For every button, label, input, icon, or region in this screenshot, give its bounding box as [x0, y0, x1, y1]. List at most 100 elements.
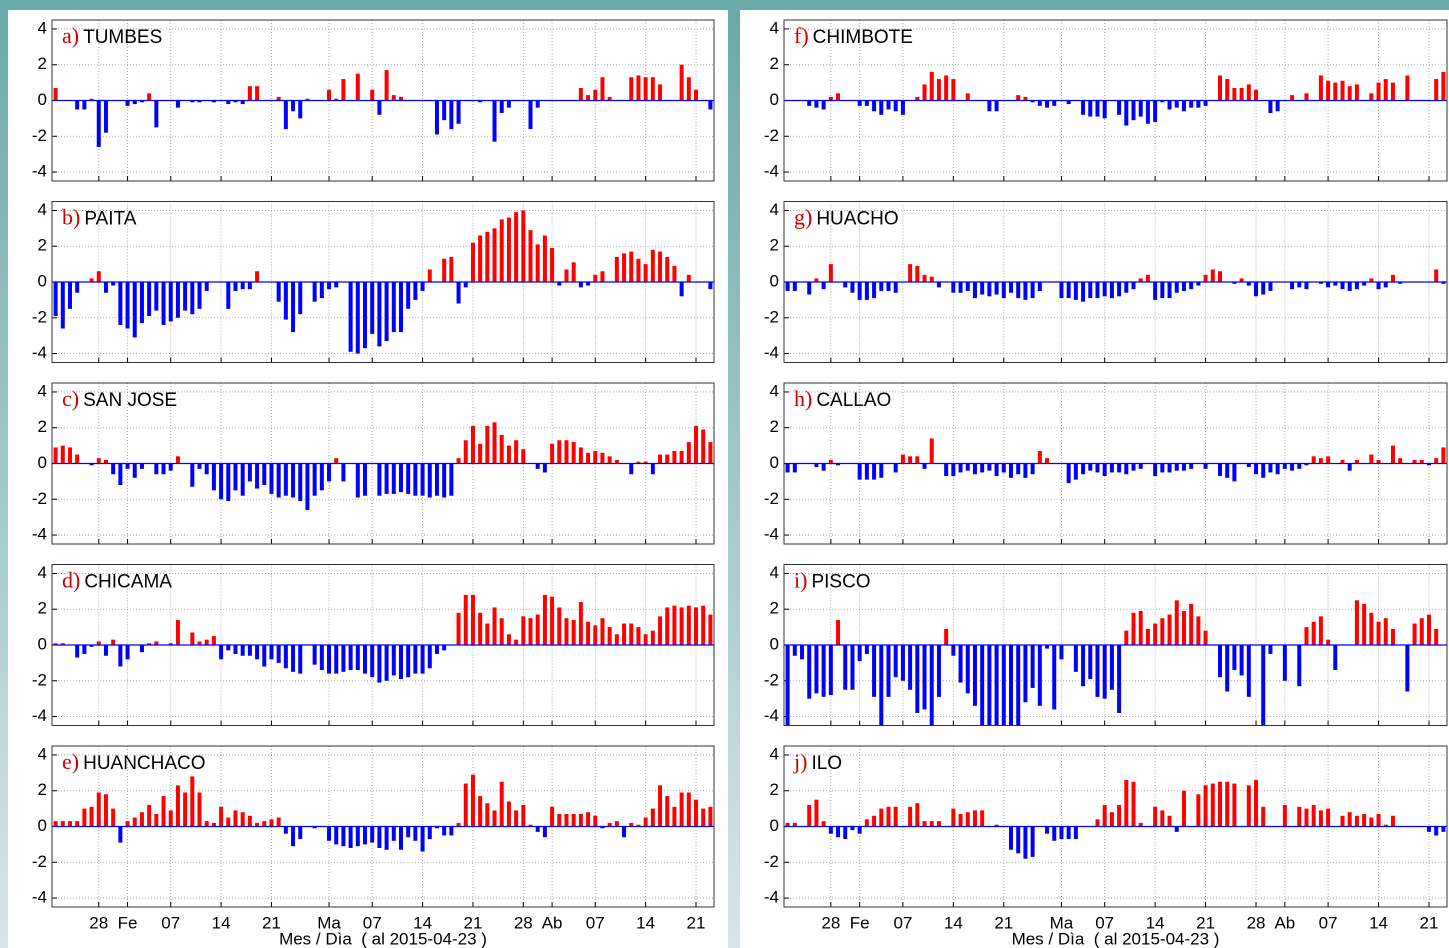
bar: [658, 616, 663, 645]
bar: [1167, 463, 1172, 473]
bar: [355, 73, 360, 101]
bar: [463, 282, 468, 288]
bar: [478, 612, 483, 645]
bar: [355, 463, 360, 498]
bar: [1181, 282, 1186, 291]
bar: [886, 806, 891, 827]
bar: [434, 645, 439, 654]
bar: [1232, 463, 1237, 482]
bar: [398, 826, 403, 850]
bar: [1160, 100, 1165, 103]
bar: [1318, 75, 1323, 101]
bar: [521, 449, 526, 464]
y-tick-label: 4: [770, 200, 779, 219]
bar: [1102, 100, 1107, 119]
bar: [262, 821, 267, 827]
bar: [391, 282, 396, 333]
bar: [384, 70, 389, 101]
bar: [864, 463, 869, 480]
bar: [96, 641, 101, 645]
x-tick-label: Ab: [1274, 913, 1295, 932]
bar: [175, 619, 180, 645]
bar: [190, 776, 195, 827]
bar: [1109, 463, 1114, 473]
bar: [1023, 645, 1028, 703]
bar: [972, 810, 977, 827]
bar: [1232, 282, 1237, 284]
bar: [132, 282, 137, 338]
bar: [1174, 282, 1179, 293]
bar: [1326, 456, 1331, 464]
bar: [492, 422, 497, 464]
bar: [1333, 645, 1338, 671]
bar: [629, 463, 634, 475]
bar: [958, 463, 963, 473]
panel-label: h): [794, 386, 812, 411]
bar: [1362, 282, 1367, 286]
bar: [550, 443, 555, 464]
bar: [900, 100, 905, 115]
y-tick-label: 2: [38, 236, 47, 255]
bar: [1131, 781, 1136, 827]
y-tick-label: -4: [32, 706, 47, 725]
bar: [980, 645, 985, 726]
bar: [1246, 84, 1251, 101]
bar: [1001, 645, 1006, 726]
bar: [1138, 611, 1143, 645]
bar: [535, 463, 540, 469]
panel-title: h) CALLAO: [794, 386, 891, 411]
bar: [915, 265, 920, 282]
bar: [650, 630, 655, 645]
bar: [951, 79, 956, 101]
bar: [857, 826, 862, 834]
bar: [944, 628, 949, 645]
plot-frame: [783, 19, 1448, 182]
bar: [607, 456, 612, 464]
bar: [1124, 779, 1129, 827]
bar: [219, 463, 224, 500]
bar: [915, 645, 920, 713]
bar: [1030, 100, 1035, 103]
bar: [327, 89, 332, 101]
bar: [168, 643, 173, 645]
bar: [965, 282, 970, 291]
x-tick-label: 21: [687, 913, 706, 932]
bar: [951, 463, 956, 477]
bar: [363, 645, 368, 674]
bar: [1246, 282, 1251, 286]
bar: [1239, 87, 1244, 101]
bar: [1145, 100, 1150, 124]
bar: [1304, 93, 1309, 101]
bar: [665, 796, 670, 827]
bar: [1369, 454, 1374, 464]
bar: [276, 817, 281, 827]
bar: [578, 282, 583, 288]
bar: [1203, 274, 1208, 282]
x-tick-label: Fe: [850, 913, 870, 932]
bar: [1037, 282, 1042, 291]
bar: [67, 282, 72, 309]
bar: [377, 282, 382, 347]
x-axis-label: Mes / Dìa ( al 2015-04-23 ): [279, 929, 487, 948]
bar: [1246, 785, 1251, 827]
bar: [1160, 810, 1165, 827]
bar: [864, 819, 869, 827]
y-tick-label: -4: [32, 888, 47, 907]
bar: [442, 463, 447, 498]
bar: [857, 100, 862, 106]
bar: [622, 826, 627, 838]
bar: [1124, 630, 1129, 645]
bar: [1174, 600, 1179, 645]
y-tick-label: 4: [770, 563, 779, 582]
bar: [987, 282, 992, 297]
bar: [1095, 645, 1100, 697]
bar: [893, 100, 898, 112]
bar: [1340, 80, 1345, 101]
bar: [67, 821, 72, 827]
bar: [980, 463, 985, 473]
bar: [125, 821, 130, 827]
bar: [1167, 100, 1172, 110]
bar: [879, 808, 884, 827]
x-tick-label: Ab: [542, 913, 563, 932]
bar: [550, 248, 555, 282]
